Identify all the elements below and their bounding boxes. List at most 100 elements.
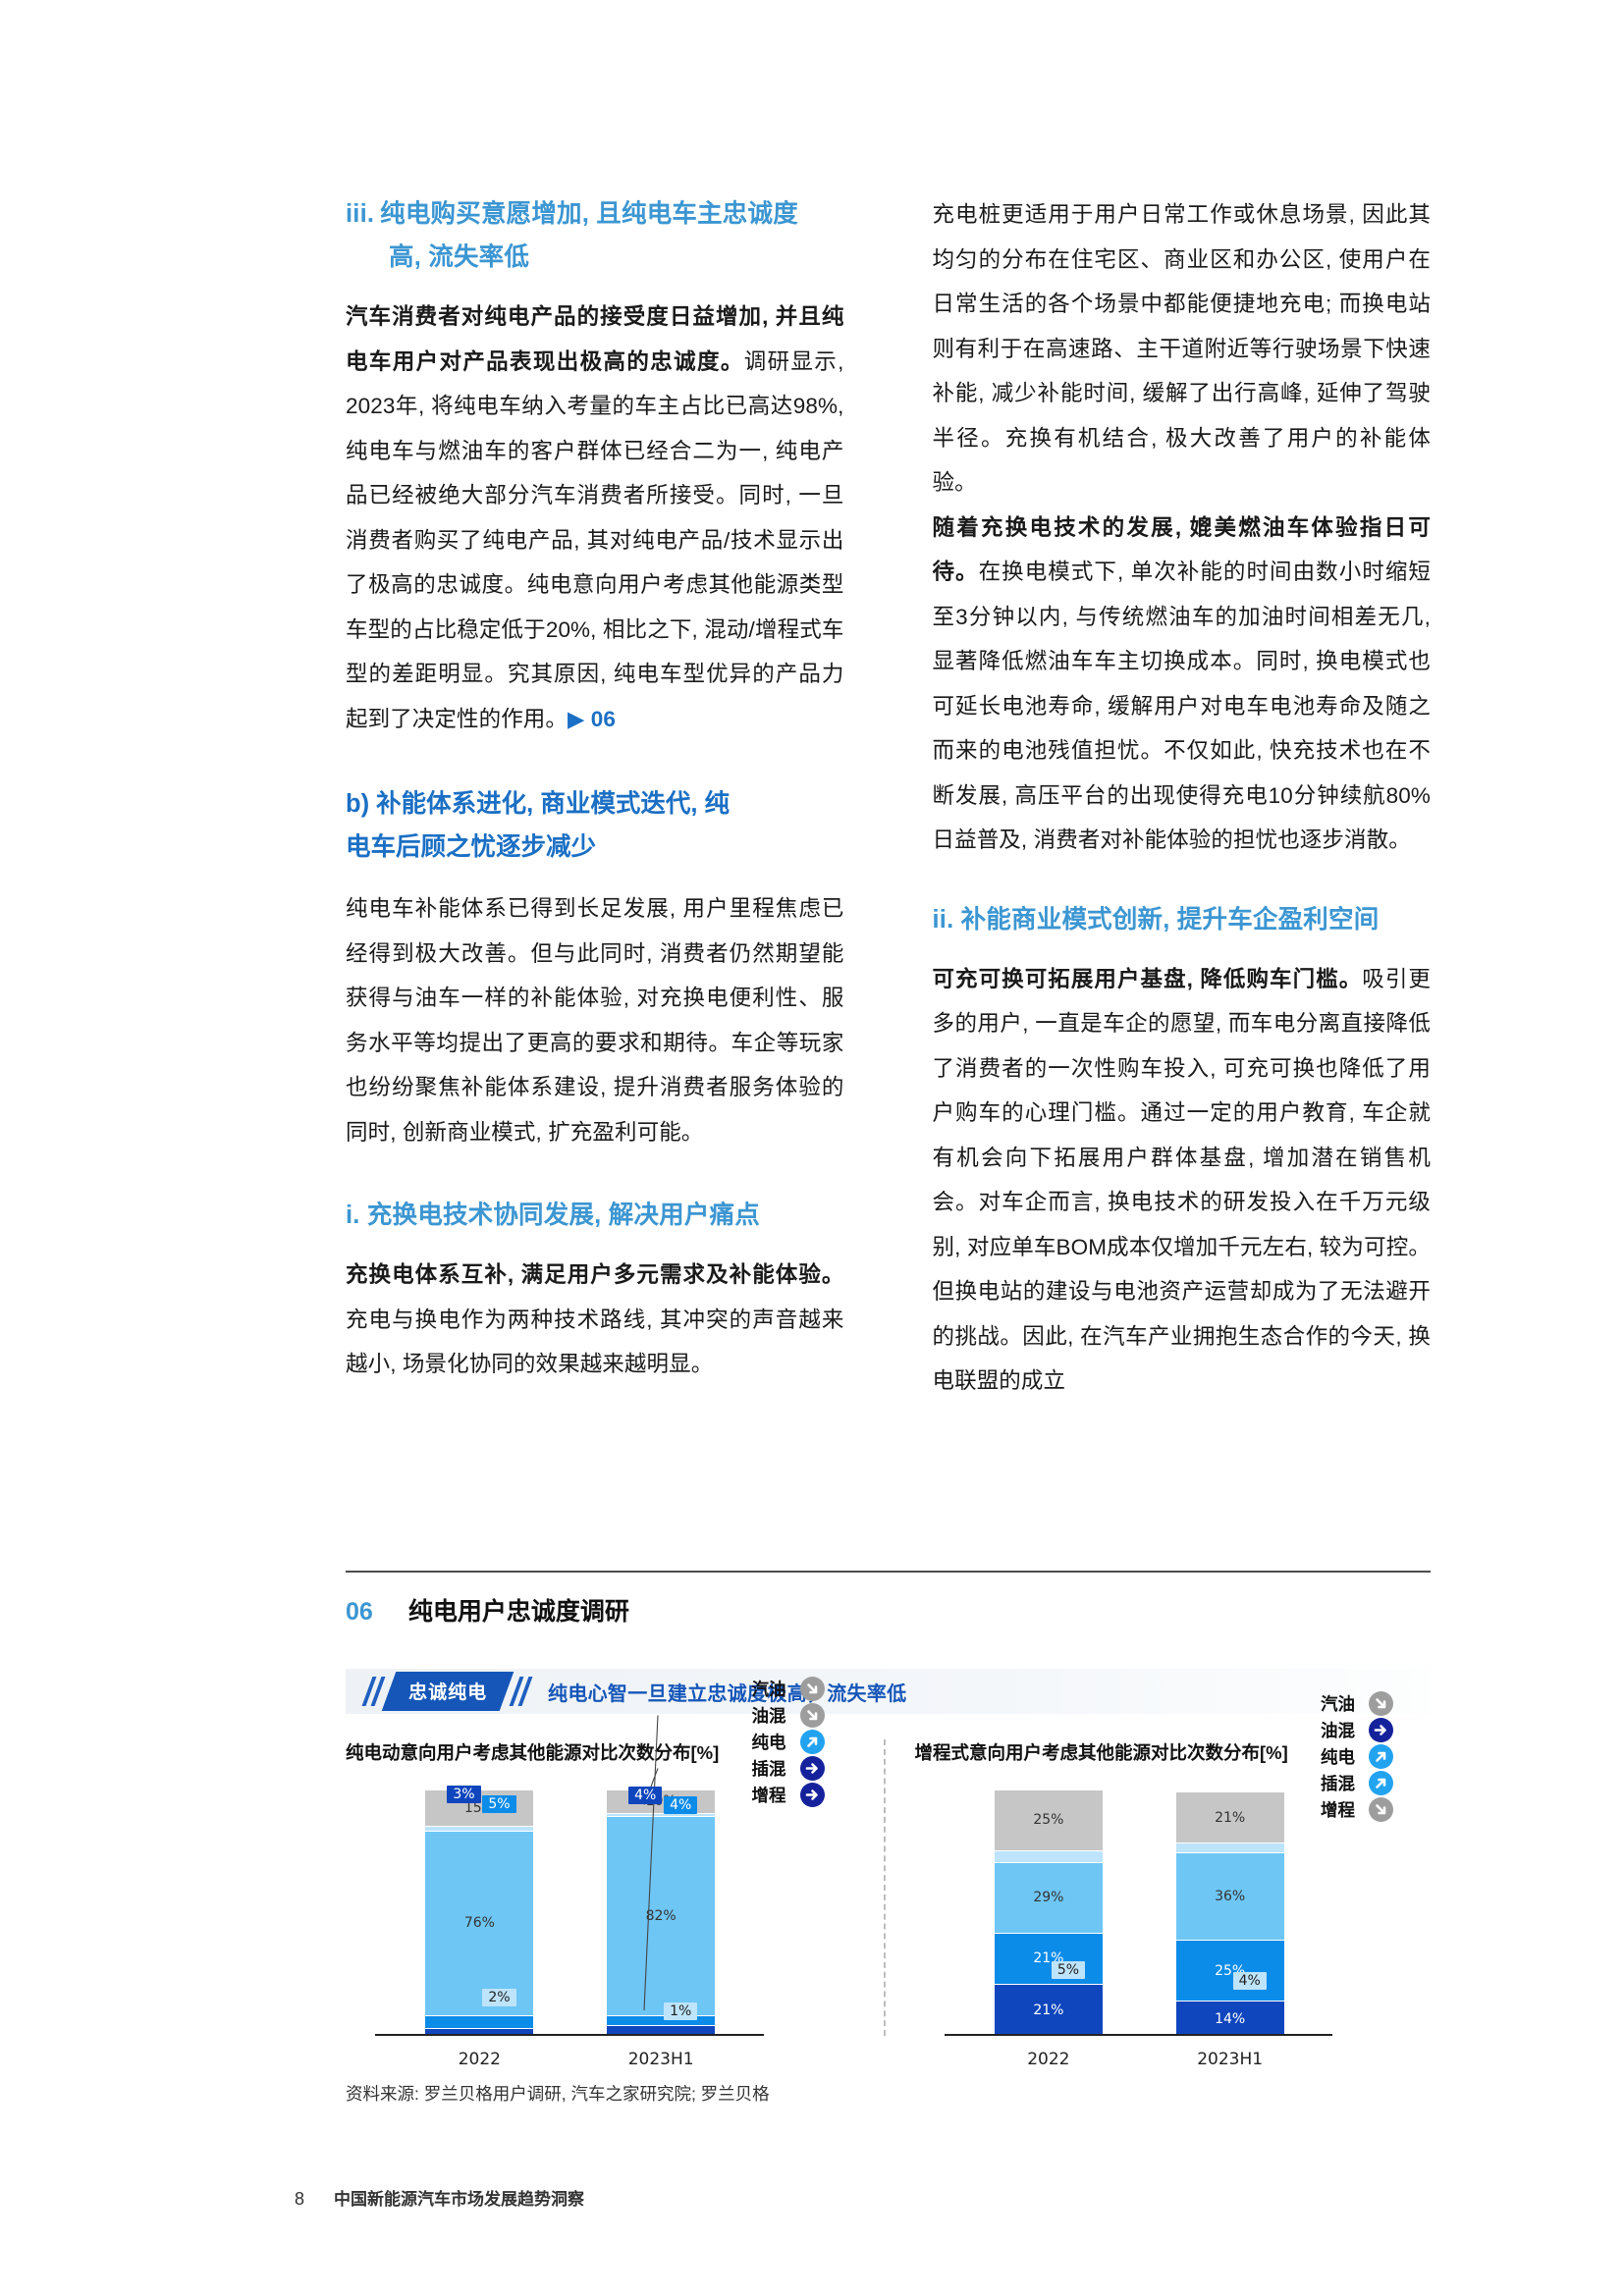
bar-segment <box>994 1850 1103 1863</box>
x-axis-ticks: 2022 2023H1 <box>958 2050 1322 2069</box>
heading-i: i. 充换电技术协同发展, 解决用户痛点 <box>346 1201 760 1229</box>
left-para-1-body: 调研显示, 2023年, 将纯电车纳入考量的车主占比已高达98%, 纯电车与燃油… <box>346 348 844 731</box>
legend-label: 增程 <box>1321 1800 1355 1821</box>
x-tick-label: 2022 <box>458 2050 501 2069</box>
legend-label: 油混 <box>751 1706 786 1727</box>
x-tick-label: 2022 <box>1027 2050 1070 2069</box>
bar-segment: 76% <box>425 1831 534 2017</box>
bar-segment: 21% <box>994 1984 1103 2036</box>
legend-item-油混[interactable]: 油混 <box>751 1703 825 1729</box>
bar-segment <box>607 2026 716 2036</box>
stacked-bar: 15% 76% <box>425 1789 534 2036</box>
segment-value-label: 21% <box>1033 2002 1064 2018</box>
heading-ii: ii. 补能商业模式创新, 提升车企盈利空间 <box>932 905 1380 934</box>
bar-segment: 21% <box>994 1933 1103 1985</box>
banner-slashes-left <box>361 1677 386 1706</box>
bar-column: 1% 4%4%10%82% <box>607 1787 716 2036</box>
segment-value-label: 76% <box>463 1915 495 1932</box>
segment-value-label: 36% <box>1215 1889 1246 1905</box>
page-footer: 8 中国新能源汽车市场发展趋势洞察 <box>295 2185 584 2210</box>
bar-segment <box>425 2028 534 2036</box>
heading-b-line1: b) 补能体系进化, 商业模式迭代, 纯 <box>346 790 730 818</box>
heading-b: b) 补能体系进化, 商业模式迭代, 纯 电车后顾之忧逐步减少 <box>346 782 844 869</box>
trend-flat-arrow-icon <box>1369 1718 1393 1743</box>
bar-segment: 25% <box>994 1789 1103 1851</box>
footer-title: 中国新能源汽车市场发展趋势洞察 <box>334 2190 585 2209</box>
legend-label: 插混 <box>751 1759 786 1780</box>
banner-text: 纯电心智一旦建立忠诚度极高，流失率低 <box>548 1682 907 1705</box>
exhibit-divider <box>346 1571 1431 1573</box>
trend-down-arrow-icon <box>799 1703 825 1729</box>
bar-group: 5% 25% 29% 21% 21% 4% 21% 36% 25% 14% <box>958 1789 1322 2036</box>
banner-chip-label: 忠诚纯电 <box>408 1682 488 1703</box>
chart-right-plot: 5% 25% 29% 21% 21% 4% 21% 36% 25% 14% 2022 2023H1 汽油… <box>915 1691 1432 2069</box>
exhibit-header: 06 纯电用户忠诚度调研 <box>346 1592 1431 1628</box>
legend-item-增程[interactable]: 增程 <box>751 1783 825 1808</box>
segment-value-label: 82% <box>645 1908 677 1924</box>
bar-segment: 29% <box>994 1862 1103 1934</box>
segment-value-label: 14% <box>1215 2010 1246 2027</box>
segment-callout-label: 5% <box>482 1795 516 1814</box>
right-para-2-lead: 随着充换电技术的发展, 媲美燃油车体验指日可待。 <box>932 514 1431 585</box>
bar-segment: 14% <box>1175 2002 1284 2036</box>
right-para-3-body: 吸引更多的用户, 一直是车企的愿望, 而车电分离直接降低了消费者的一次性购车投入… <box>932 966 1431 1394</box>
charts-container: 纯电动意向用户考虑其他能源对比次数分布[%] 2% 5% 3% 15% 76% 1% 4% 4… <box>346 1677 1432 2069</box>
x-tick-label: 2023H1 <box>627 2050 694 2069</box>
left-para-2: 纯电车补能体系已得到长足发展, 用户里程焦虑已经得到极大改善。但与此同时, 消费… <box>346 896 844 1145</box>
segment-callout-label: 1% <box>664 2002 698 2020</box>
legend-label: 插混 <box>1321 1774 1355 1794</box>
segment-callout-label: 4% <box>664 1796 698 1815</box>
stacked-bar: 21% 36% 25% 14% <box>1175 1792 1284 2036</box>
heading-b-line2: 电车后顾之忧逐步减少 <box>346 833 597 861</box>
legend-label: 汽油 <box>751 1680 786 1700</box>
legend-item-油混[interactable]: 油混 <box>1321 1718 1393 1743</box>
exhibit-source: 资料来源: 罗兰贝格用户调研, 汽车之家研究院; 罗兰贝格 <box>346 2084 770 2104</box>
legend-item-汽油[interactable]: 汽油 <box>751 1677 825 1702</box>
left-para-3-body: 充电与换电作为两种技术路线, 其冲突的声音越来越小, 场景化协同的效果越来越明显… <box>346 1307 844 1377</box>
legend-item-纯电[interactable]: 纯电 <box>1321 1744 1393 1770</box>
x-axis-line <box>944 2034 1332 2036</box>
chart-left-plot: 2%5%3%15%76%1%4%4%10%82%20222023H1汽油油混纯电… <box>346 1677 862 2069</box>
segment-callout-label: 2% <box>482 1989 516 2007</box>
trend-down-arrow-icon <box>1369 1797 1393 1823</box>
legend-label: 汽油 <box>1321 1694 1355 1715</box>
segment-callout-label: 5% <box>1051 1960 1086 1979</box>
bar-column: 4% 21% 36% 25% 14% <box>1175 1792 1284 2036</box>
segment-value-label: 21% <box>1215 1809 1246 1826</box>
legend-item-增程[interactable]: 增程 <box>1321 1797 1393 1823</box>
legend-item-汽油[interactable]: 汽油 <box>1321 1691 1393 1717</box>
chart-right-title: 增程式意向用户考虑其他能源对比次数分布[%] <box>914 1742 1288 1763</box>
trend-down-arrow-icon <box>1369 1691 1393 1717</box>
legend-item-插混[interactable]: 插混 <box>1321 1771 1393 1796</box>
heading-iii-numeral: iii. <box>346 200 375 228</box>
legend-item-插混[interactable]: 插混 <box>751 1756 825 1782</box>
exhibit-reference[interactable]: ▶ 06 <box>568 706 616 731</box>
left-para-3-lead: 充换电体系互补, 满足用户多元需求及补能体验。 <box>346 1262 844 1287</box>
stacked-bar: 10%82% <box>607 1789 716 2036</box>
right-column: 充电桩更适用于用户日常工作或休息场景, 因此其均匀的分布在住宅区、商业区和办公区… <box>933 192 1432 1404</box>
left-para-3: 充换电体系互补, 满足用户多元需求及补能体验。充电与换电作为两种技术路线, 其冲… <box>346 1253 844 1387</box>
chart-pane-left: 纯电动意向用户考虑其他能源对比次数分布[%] 2% 5% 3% 15% 76% 1% 4% 4… <box>346 1677 862 2069</box>
trend-down-arrow-icon <box>799 1677 825 1702</box>
bar-segment <box>425 1826 534 1832</box>
banner-chip: 忠诚纯电 <box>381 1672 514 1711</box>
right-para-1: 充电桩更适用于用户日常工作或休息场景, 因此其均匀的分布在住宅区、商业区和办公区… <box>932 202 1431 495</box>
exhibit-number: 06 <box>346 1598 373 1626</box>
bar-segment: 36% <box>1175 1853 1284 1942</box>
legend-label: 纯电 <box>751 1733 786 1753</box>
bar-column: 5% 25% 29% 21% 21% <box>994 1789 1103 2036</box>
legend-item-纯电[interactable]: 纯电 <box>751 1730 825 1755</box>
segment-callout-label: 4% <box>1232 1971 1267 1990</box>
legend-label: 增程 <box>751 1786 786 1806</box>
chart-legend: 汽油油混纯电插混增程 <box>1321 1691 1431 2036</box>
chart-left-title: 纯电动意向用户考虑其他能源对比次数分布[%] <box>346 1742 720 1763</box>
segment-value-label: 29% <box>1033 1890 1064 1906</box>
right-para-2: 随着充换电技术的发展, 媲美燃油车体验指日可待。在换电模式下, 单次补能的时间由… <box>933 506 1432 863</box>
legend-label: 油混 <box>1321 1721 1355 1741</box>
heading-iii-line1: 纯电购买意愿增加, 且纯电车主忠诚度 <box>380 200 798 228</box>
bar-segment <box>607 1814 716 1817</box>
bar-segment <box>607 2016 716 2027</box>
banner-slashes-right <box>509 1677 533 1706</box>
right-para-2-body: 在换电模式下, 单次补能的时间由数小时缩短至3分钟以内, 与传统燃油车的加油时间… <box>932 560 1431 852</box>
exhibit-title: 纯电用户忠诚度调研 <box>407 1598 629 1626</box>
